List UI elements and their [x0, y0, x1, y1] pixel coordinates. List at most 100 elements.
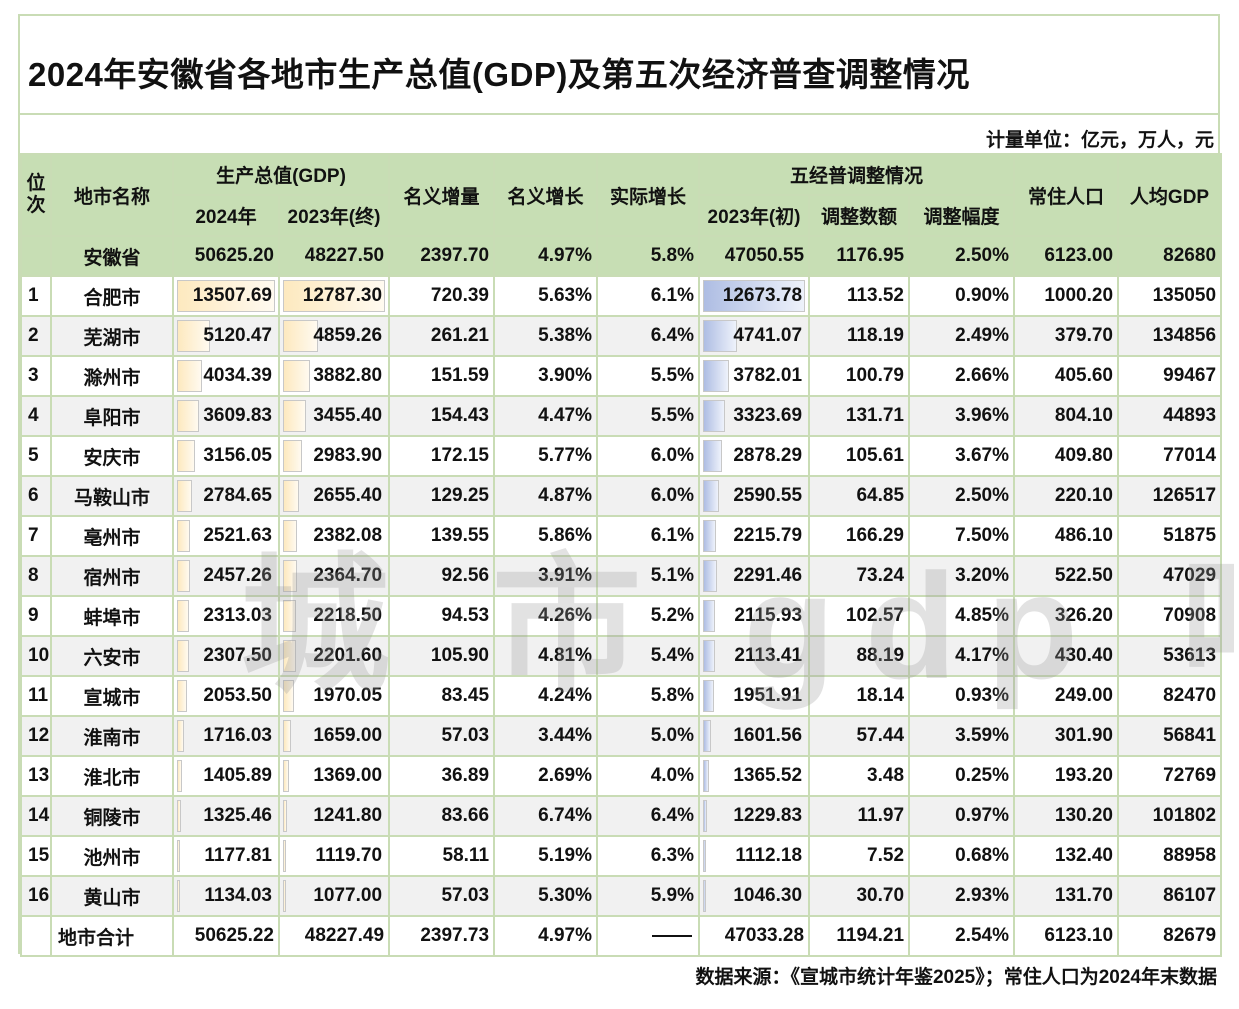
- gdp-2023-initial-value: 3323.69: [733, 405, 803, 426]
- nominal-increase: 83.45: [388, 675, 496, 717]
- gdp-2023-initial-value: 1229.83: [733, 805, 803, 826]
- gdp-2023-final: 12787.30: [277, 275, 391, 317]
- gdp-2023-initial: 1046.30: [698, 875, 811, 917]
- total-nominal-growth: 4.97%: [493, 915, 599, 957]
- gdp-2023-final: 3882.80: [277, 355, 391, 397]
- data-bar: [283, 280, 386, 312]
- table-row: 12 淮南市 1716.03 1659.00 57.03 3.44% 5.0% 1601.56…: [20, 715, 1223, 757]
- gdp-2023-final: 1659.00: [277, 715, 391, 757]
- gdp-2024: 1325.46: [172, 795, 280, 837]
- nominal-increase: 57.03: [388, 715, 496, 757]
- gdp-2023-initial: 2115.93: [698, 595, 811, 637]
- gdp-2023-initial: 1112.18: [698, 835, 811, 877]
- population: 409.80: [1013, 435, 1120, 477]
- gdp-2024: 2053.50: [172, 675, 280, 717]
- gdp-2024-value: 1134.03: [204, 885, 272, 906]
- total-gdp-2023-final: 48227.49: [277, 915, 391, 957]
- data-bar: [283, 400, 307, 432]
- gdp-2024-value: 5120.47: [203, 325, 272, 346]
- province-adjust-rate: 2.50%: [908, 235, 1016, 277]
- header-nominal-increase: 名义增量: [388, 153, 496, 237]
- city-name: 阜阳市: [50, 395, 174, 437]
- total-rank: [20, 915, 52, 957]
- gdp-2024: 3156.05: [172, 435, 280, 477]
- adjust-amount: 131.71: [808, 395, 911, 437]
- data-bar: [177, 520, 191, 552]
- data-bar: [283, 760, 289, 792]
- gdp-2023-final-value: 1369.00: [313, 765, 383, 786]
- gdp-per-capita: 77014: [1117, 435, 1223, 477]
- table-row: 13 淮北市 1405.89 1369.00 36.89 2.69% 4.0% 1365.52…: [20, 755, 1223, 797]
- real-growth: 6.1%: [596, 275, 701, 317]
- province-row: 安徽省 50625.20 48227.50 2397.70 4.97% 5.8%…: [20, 235, 1223, 277]
- rank-cell: 3: [20, 355, 52, 397]
- gdp-2023-final: 4859.26: [277, 315, 391, 357]
- unit-row: 计量单位：亿元，万人，元: [20, 115, 1218, 153]
- table-row: 2 芜湖市 5120.47 4859.26 261.21 5.38% 6.4% 4741.07…: [20, 315, 1223, 357]
- nominal-growth: 4.81%: [493, 635, 599, 677]
- real-growth: 5.5%: [596, 355, 701, 397]
- population: 522.50: [1013, 555, 1120, 597]
- data-bar: [283, 520, 298, 552]
- gdp-2024: 5120.47: [172, 315, 280, 357]
- city-name: 亳州市: [50, 515, 174, 557]
- adjust-rate: 2.49%: [908, 315, 1016, 357]
- population: 430.40: [1013, 635, 1120, 677]
- gdp-2024: 1405.89: [172, 755, 280, 797]
- data-bar: [283, 880, 287, 912]
- gdp-2023-final: 2364.70: [277, 555, 391, 597]
- city-name: 宣城市: [50, 675, 174, 717]
- gdp-2024-value: 3156.05: [203, 445, 272, 466]
- adjust-rate: 0.25%: [908, 755, 1016, 797]
- province-gdp-2023-final: 48227.50: [277, 235, 391, 277]
- data-bar: [703, 720, 711, 752]
- header-rank: 位次: [20, 153, 52, 237]
- gdp-2023-initial-value: 12673.78: [722, 285, 803, 306]
- adjust-amount: 102.57: [808, 595, 911, 637]
- province-adjust-amount: 1176.95: [808, 235, 911, 277]
- rank-cell: 2: [20, 315, 52, 357]
- real-growth: 6.4%: [596, 795, 701, 837]
- nominal-increase: 151.59: [388, 355, 496, 397]
- gdp-2023-initial: 1229.83: [698, 795, 811, 837]
- gdp-per-capita: 70908: [1117, 595, 1223, 637]
- rank-cell: 1: [20, 275, 52, 317]
- table-row: 7 亳州市 2521.63 2382.08 139.55 5.86% 6.1% 2215.79…: [20, 515, 1223, 557]
- header-adjust-rate: 调整幅度: [908, 194, 1016, 237]
- city-rows: 1 合肥市 13507.69 12787.30 720.39 5.63% 6.1% 12673…: [20, 275, 1223, 917]
- rank-cell: 7: [20, 515, 52, 557]
- nominal-growth: 4.24%: [493, 675, 599, 717]
- gdp-2024: 1716.03: [172, 715, 280, 757]
- total-adjust-amount: 1194.21: [808, 915, 911, 957]
- gdp-2023-initial: 1951.91: [698, 675, 811, 717]
- rank-cell: 11: [20, 675, 52, 717]
- province-gdp-2024: 50625.20: [172, 235, 280, 277]
- adjust-rate: 3.96%: [908, 395, 1016, 437]
- adjust-amount: 118.19: [808, 315, 911, 357]
- data-bar: [703, 880, 706, 912]
- gdp-2024-value: 1405.89: [203, 765, 272, 786]
- rank-cell: 15: [20, 835, 52, 877]
- table-row: 14 铜陵市 1325.46 1241.80 83.66 6.74% 6.4% 1229.83…: [20, 795, 1223, 837]
- gdp-2023-initial-value: 1365.52: [733, 765, 803, 786]
- population: 1000.20: [1013, 275, 1120, 317]
- city-name: 马鞍山市: [50, 475, 174, 517]
- province-population: 6123.00: [1013, 235, 1120, 277]
- data-bar: [703, 640, 716, 672]
- data-bar: [177, 400, 199, 432]
- adjust-rate: 2.66%: [908, 355, 1016, 397]
- data-bar: [703, 280, 806, 312]
- table-row: 8 宿州市 2457.26 2364.70 92.56 3.91% 5.1% 2291.46 7…: [20, 555, 1223, 597]
- gdp-2023-initial-value: 2590.55: [733, 485, 803, 506]
- real-growth: 5.0%: [596, 715, 701, 757]
- nominal-growth: 3.91%: [493, 555, 599, 597]
- gdp-2024-value: 2521.63: [203, 525, 272, 546]
- adjust-amount: 30.70: [808, 875, 911, 917]
- header-adjust-amount: 调整数额: [808, 194, 911, 237]
- gdp-2023-initial-value: 1601.56: [733, 725, 803, 746]
- data-bar: [283, 560, 297, 592]
- rank-cell: 14: [20, 795, 52, 837]
- gdp-2023-initial-value: 1951.91: [733, 685, 803, 706]
- gdp-2023-final: 2218.50: [277, 595, 391, 637]
- gdp-2023-final: 2382.08: [277, 515, 391, 557]
